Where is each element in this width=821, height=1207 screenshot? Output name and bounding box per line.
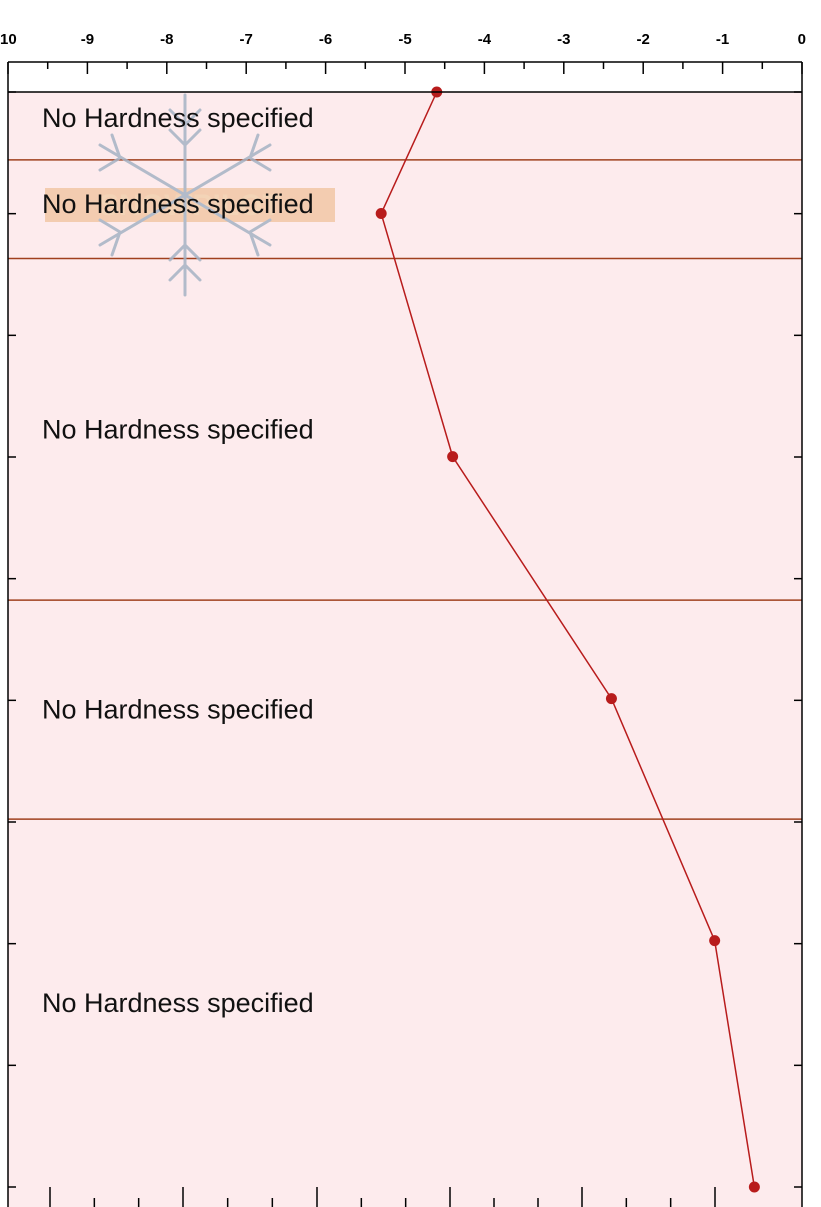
axis-ticks xyxy=(7,62,803,1207)
bottom-tick-label: 1F xyxy=(441,1205,459,1207)
layer-label: No Hardness specified xyxy=(42,189,314,219)
bottom-tick-label: F xyxy=(710,1205,719,1207)
layer-label: No Hardness specified xyxy=(42,414,314,444)
data-point xyxy=(748,1181,760,1193)
snowflake-icon xyxy=(98,93,272,297)
data-point xyxy=(375,208,387,220)
bottom-tick-label: K xyxy=(178,1205,189,1207)
layer-label: No Hardness specified xyxy=(42,988,314,1018)
top-tick-label: -6 xyxy=(319,31,332,48)
data-point xyxy=(605,693,617,705)
bottom-axis-labels: I K P 1F 4F F xyxy=(48,1205,720,1207)
bottom-tick-label: 4F xyxy=(573,1205,591,1207)
watermark-text: SNOWPILOT xyxy=(99,189,281,222)
layer-labels: No Hardness specified No Hardness specifi… xyxy=(42,103,314,1018)
top-tick-label: -1 xyxy=(716,31,729,48)
top-tick-label: -2 xyxy=(637,31,650,48)
series-group xyxy=(375,86,760,1193)
top-tick-label: -9 xyxy=(81,31,94,48)
top-tick-label: -5 xyxy=(398,31,411,48)
layer-label: No Hardness specified xyxy=(42,103,314,133)
layer-label: No Hardness specified xyxy=(42,695,314,725)
snowpilot-watermark: SNOWPILOT xyxy=(45,93,335,297)
top-axis-labels: 10 -9 -8 -7 -6 -5 -4 -3 -2 -1 0 xyxy=(0,31,806,48)
data-point xyxy=(447,451,459,463)
bottom-tick-label: I xyxy=(48,1205,52,1207)
plot-background xyxy=(8,92,802,1207)
top-tick-label: -8 xyxy=(160,31,173,48)
top-tick-label: 10 xyxy=(0,31,17,48)
series-line xyxy=(380,91,756,1188)
top-tick-label: -7 xyxy=(240,31,253,48)
top-tick-label: -4 xyxy=(478,31,492,48)
top-tick-label: 0 xyxy=(798,31,806,48)
bottom-tick-label: P xyxy=(312,1205,322,1207)
data-point xyxy=(709,935,721,947)
top-tick-label: -3 xyxy=(557,31,570,48)
